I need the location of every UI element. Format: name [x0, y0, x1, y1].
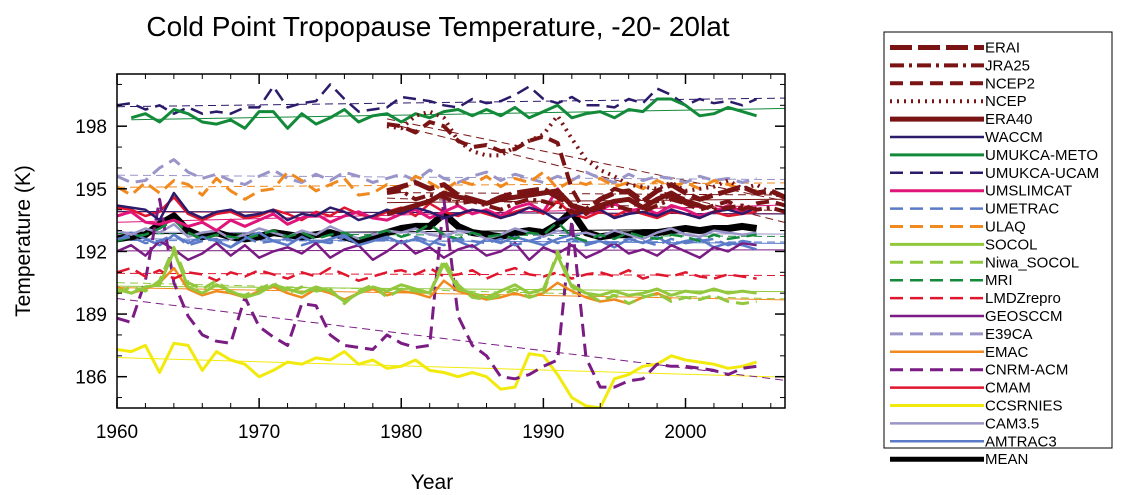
series-line-umukca-meto	[130, 97, 758, 130]
trend-line-umukca-meto	[131, 107, 785, 121]
series-line-cam3.5	[117, 223, 757, 241]
series-line-socol	[117, 249, 757, 303]
legend-label: MEAN	[985, 451, 1028, 468]
trend-line-umukca-ucam	[117, 97, 785, 108]
legend-label: NCEP2	[985, 75, 1035, 92]
x-tick-label: 1990	[522, 422, 564, 443]
legend-label: CAM3.5	[985, 415, 1039, 432]
y-tick-label: 198	[75, 117, 107, 138]
series-line-umetrac	[117, 233, 757, 249]
chart-title: Cold Point Tropopause Temperature, -20- …	[146, 11, 729, 42]
legend-label: SOCOL	[985, 236, 1038, 253]
trend-line-umetrac	[117, 239, 785, 243]
legend-label: UMETRAC	[985, 201, 1059, 218]
legend-label: Niwa_SOCOL	[985, 254, 1079, 271]
trend-line-socol	[117, 285, 785, 293]
series-line-ccsrnies	[117, 341, 758, 408]
legend-label: E39CA	[985, 326, 1033, 343]
series-line-erai	[386, 180, 785, 213]
trend-line-ncep	[386, 118, 785, 202]
legend-label: CNRM-ACM	[985, 362, 1068, 379]
legend-label: MRI	[985, 272, 1013, 289]
legend-label: ERA40	[985, 111, 1033, 128]
series-line-amtrac3	[117, 231, 757, 251]
y-tick-label: 192	[75, 242, 107, 263]
series-line-umukca-ucam	[117, 83, 758, 115]
plot-frame	[116, 73, 786, 409]
series-line-waccm	[117, 191, 758, 222]
legend-label: UMSLIMCAT	[985, 183, 1072, 200]
legend-label: WACCM	[985, 129, 1043, 146]
legend-label: EMAC	[985, 344, 1029, 361]
series-line-geosccm	[117, 239, 757, 262]
trend-line-e39ca	[117, 174, 785, 181]
series-line-ulaq	[117, 170, 757, 201]
legend-label: UMUKCA-METO	[985, 147, 1098, 164]
trend-line-ccsrnies	[117, 357, 785, 378]
trend-line-ulaq	[117, 182, 785, 188]
legend-label: LMDZrepro	[985, 290, 1061, 307]
trend-line-ncep2	[386, 122, 785, 223]
y-tick-label: 189	[75, 305, 107, 326]
legend-label: NCEP	[985, 93, 1027, 110]
legend-label: ULAQ	[985, 219, 1026, 236]
legend-label: CMAM	[985, 380, 1031, 397]
legend-label: AMTRAC3	[985, 433, 1057, 450]
legend-label: GEOSCCM	[985, 308, 1063, 325]
x-tick-label: 1960	[96, 422, 138, 443]
series-lines	[117, 83, 785, 408]
trend-line-era40	[387, 198, 785, 204]
trend-line-cnrm-acm	[117, 297, 785, 381]
plot-area: 1960 1970 1980 1990 2000 186 189 192 195 198	[75, 73, 786, 443]
legend-label: UMUKCA-UCAM	[985, 165, 1099, 182]
series-line-ncep	[386, 109, 785, 200]
x-tick-label: 1980	[380, 422, 422, 443]
axis-ticks: 1960 1970 1980 1990 2000 186 189 192 195 198	[75, 74, 785, 443]
y-tick-label: 186	[75, 368, 107, 389]
x-axis-label: Year	[411, 471, 453, 494]
x-tick-label: 2000	[664, 422, 706, 443]
legend-frame	[883, 31, 1113, 449]
x-tick-label: 1970	[238, 422, 280, 443]
legend-label: CCSRNIES	[985, 398, 1063, 415]
series-line-cmam	[117, 195, 757, 222]
series-line-mri	[117, 218, 757, 243]
series-line-lmdzrepro	[117, 266, 757, 282]
legend-label: ERAI	[985, 40, 1020, 57]
y-tick-label: 195	[75, 180, 107, 201]
legend-label: JRA25	[985, 57, 1030, 74]
series-line-e39ca	[117, 158, 758, 187]
y-axis-label: Temperature (K)	[12, 165, 35, 317]
legend: ERAIJRA25NCEP2NCEPERA40WACCMUMUKCA-METOU…	[883, 31, 1113, 468]
series-line-jra25	[386, 188, 785, 216]
trend-line-niwa_socol	[117, 282, 785, 300]
